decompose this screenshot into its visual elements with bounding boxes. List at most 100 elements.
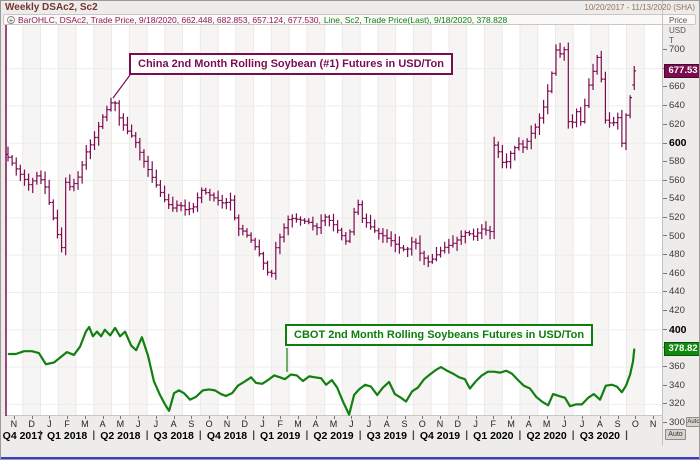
quarter-label: Q4 2019	[419, 430, 461, 442]
quarter-label: Q4 2018	[206, 430, 248, 442]
month-label: M	[294, 419, 302, 429]
month-tick	[13, 416, 15, 419]
price-axis-auto-button[interactable]: Auto	[665, 429, 686, 440]
time-axis[interactable]: N D J F M A M J J A S O N D J F M A M J J A S O N D J F M A M J J A S O N Q4 …	[3, 416, 663, 446]
price-tick-440: 440	[663, 286, 699, 297]
quarter-separator: |	[39, 430, 42, 441]
month-tick	[493, 416, 495, 419]
month-label: J	[153, 419, 159, 429]
month-label: A	[383, 419, 390, 429]
price-tick-360: 360	[663, 361, 699, 372]
month-label: M	[542, 419, 551, 429]
month-label: J	[135, 419, 141, 429]
line-series	[7, 325, 636, 416]
month-label: N	[223, 419, 231, 429]
month-label: F	[64, 419, 70, 429]
price-axis-title-line: USD	[669, 26, 686, 35]
month-tick	[49, 416, 51, 419]
month-tick	[262, 416, 264, 419]
month-label: F	[490, 419, 497, 429]
quarter-separator: |	[518, 430, 522, 441]
expand-icon[interactable]: +	[7, 15, 15, 25]
month-tick	[333, 416, 335, 419]
month-label: D	[28, 419, 35, 429]
price-tick-600: 600	[663, 137, 699, 149]
title-bar: Weekly DSAc2, Sc2 10/20/2017 - 11/13/202…	[1, 1, 699, 13]
quarter-label: Q2 2018	[100, 430, 141, 442]
month-label: J	[260, 419, 265, 429]
window-bottom-accent	[1, 457, 699, 459]
quarter-separator: |	[465, 430, 469, 441]
month-tick	[582, 416, 584, 419]
month-tick	[351, 416, 353, 419]
plot-area[interactable]	[5, 25, 663, 416]
month-label: A	[525, 419, 532, 429]
legend-bar[interactable]: + BarOHLC, DSAc2, Trade Price, 9/18/2020…	[3, 14, 696, 25]
quarter-label: Q3 2018	[153, 430, 194, 442]
price-axis-title-line: Price	[669, 16, 688, 25]
month-tick	[369, 416, 370, 419]
quarter-separator: |	[92, 430, 96, 441]
last-price-label-bar-series: 677.53	[664, 63, 699, 78]
month-tick	[404, 416, 406, 419]
price-axis-title: Price USD T	[669, 16, 687, 46]
price-tick-300: 300	[663, 417, 699, 428]
price-tick-700: 700	[663, 44, 699, 55]
time-axis-auto-button[interactable]: Auto	[686, 417, 700, 427]
month-label: A	[312, 419, 319, 429]
month-label: A	[596, 419, 603, 429]
quarter-label: Q2 2020	[526, 430, 567, 442]
price-tick-400: 400	[663, 324, 699, 336]
month-tick	[84, 416, 86, 419]
month-tick	[67, 416, 69, 419]
month-tick	[227, 416, 228, 419]
month-label: S	[401, 419, 408, 429]
quarter-separator: |	[145, 430, 149, 441]
month-label: S	[614, 419, 621, 429]
last-price-label-line-series: 378.82	[664, 342, 699, 357]
month-tick	[315, 416, 317, 419]
price-tick-640: 640	[663, 100, 699, 111]
price-axis[interactable]: Price USD T 677.53 378.82 Auto 300 320 340…	[662, 1, 699, 446]
annotation-cbot-soybean[interactable]: CBOT 2nd Month Rolling Soybeans Futures …	[285, 324, 594, 346]
month-tick	[280, 416, 282, 419]
month-tick	[31, 416, 33, 419]
month-label: O	[631, 419, 639, 429]
legend-line-series: Line, Sc2, Trade Price(Last), 9/18/2020,…	[323, 14, 508, 25]
quarter-label: Q1 2018	[46, 430, 88, 442]
month-tick	[422, 416, 424, 419]
month-tick	[173, 416, 175, 419]
month-label: A	[170, 419, 177, 429]
month-label: J	[47, 419, 52, 429]
quarter-separator: |	[411, 430, 415, 441]
price-tick-340: 340	[663, 380, 699, 391]
quarter-label: Q2 2019	[313, 430, 354, 442]
price-axis-title-line: T	[669, 36, 674, 45]
month-tick	[599, 416, 601, 419]
quarter-label: Q1 2020	[473, 430, 514, 442]
month-tick	[440, 416, 441, 419]
month-label: J	[562, 419, 567, 429]
month-tick	[635, 416, 637, 419]
month-tick	[457, 416, 459, 419]
quarter-label: Q1 2019	[260, 430, 301, 442]
price-tick-420: 420	[663, 305, 699, 316]
quarter-label: Q3 2020	[579, 430, 621, 442]
month-tick	[653, 416, 655, 419]
month-tick	[155, 416, 157, 419]
quarter-separator: |	[305, 430, 309, 441]
month-label: S	[188, 419, 195, 429]
month-label: F	[277, 419, 283, 429]
chart-canvas	[5, 25, 663, 416]
date-range: 10/20/2017 - 11/13/2020 (SHA)	[584, 3, 695, 12]
annotation-china-soybean[interactable]: China 2nd Month Rolling Soybean (#1) Fut…	[129, 53, 453, 75]
month-label: A	[99, 419, 106, 429]
chart-title: Weekly DSAc2, Sc2	[5, 2, 98, 13]
legend-bar-series: BarOHLC, DSAc2, Trade Price, 9/18/2020, …	[18, 14, 321, 25]
month-label: M	[81, 419, 89, 429]
month-tick	[564, 416, 566, 419]
month-tick	[298, 416, 299, 419]
month-tick	[617, 416, 619, 419]
price-tick-520: 520	[663, 212, 699, 223]
